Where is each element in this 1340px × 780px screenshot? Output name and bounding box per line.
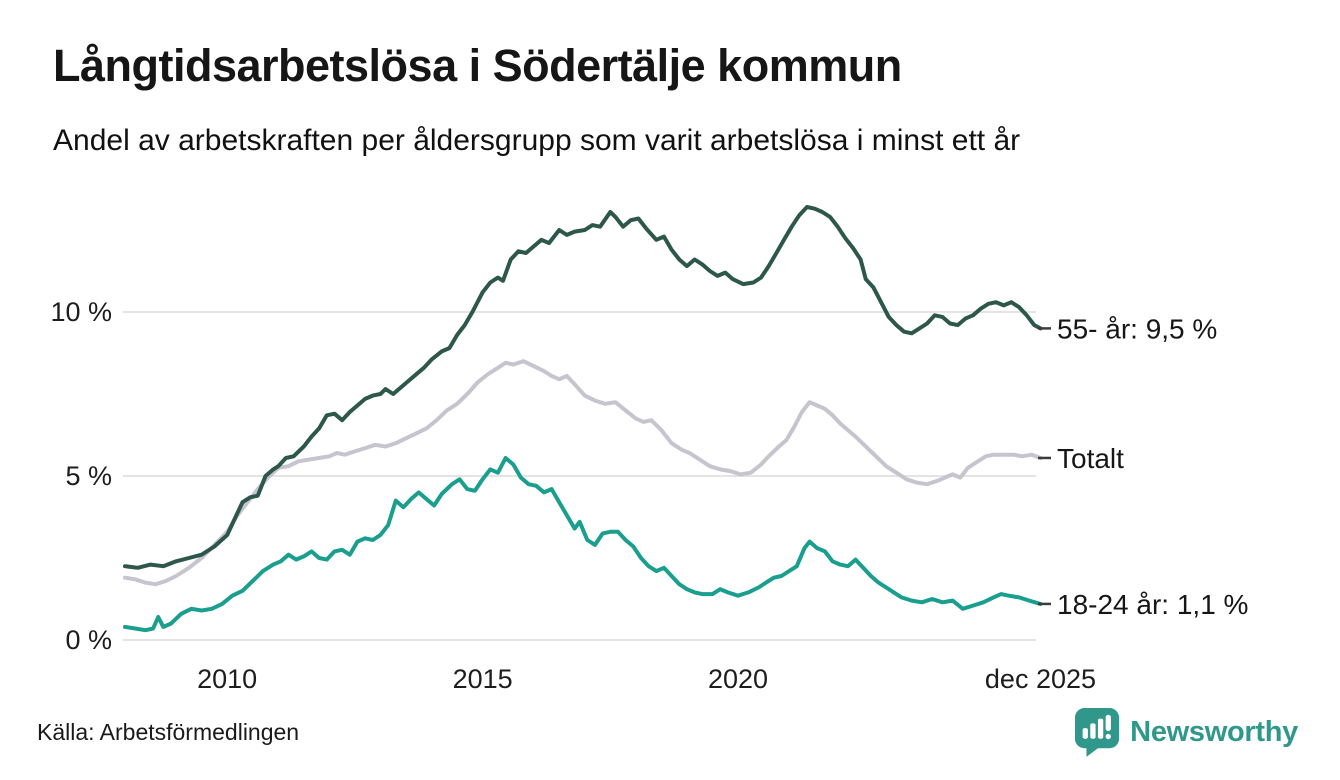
line-chart: 0 % 5 % 10 % 2010 2015 2020 dec 2025 Totalt 18-2…	[50, 205, 1248, 694]
y-tick-label: 10 %	[50, 297, 112, 327]
x-tick-label: 2010	[197, 664, 257, 694]
source-note: Källa: Arbetsförmedlingen	[37, 719, 300, 745]
x-tick-label: dec 2025	[985, 664, 1096, 694]
series-line-totalt	[123, 359, 1043, 587]
y-tick-label: 0 %	[65, 625, 112, 655]
series-end-label-totalt: Totalt	[1057, 443, 1124, 474]
x-tick-label: 2020	[708, 664, 768, 694]
series-line-55-ar	[123, 205, 1043, 570]
series-line-18-24-ar	[123, 456, 1043, 633]
newsworthy-logo: Newsworthy	[1074, 707, 1298, 757]
series-end-label-18-24-ar: 18-24 år: 1,1 %	[1057, 589, 1248, 620]
chart-title: Långtidsarbetslösa i Södertälje kommun	[53, 40, 902, 91]
x-tick-label: 2015	[453, 664, 513, 694]
y-tick-label: 5 %	[65, 461, 112, 491]
chart-subtitle: Andel av arbetskraften per åldersgrupp s…	[53, 124, 1021, 157]
series-end-label-55-ar: 55- år: 9,5 %	[1057, 313, 1217, 344]
brand-name: Newsworthy	[1130, 715, 1298, 748]
newsworthy-bubble-chart-icon	[1075, 708, 1120, 757]
